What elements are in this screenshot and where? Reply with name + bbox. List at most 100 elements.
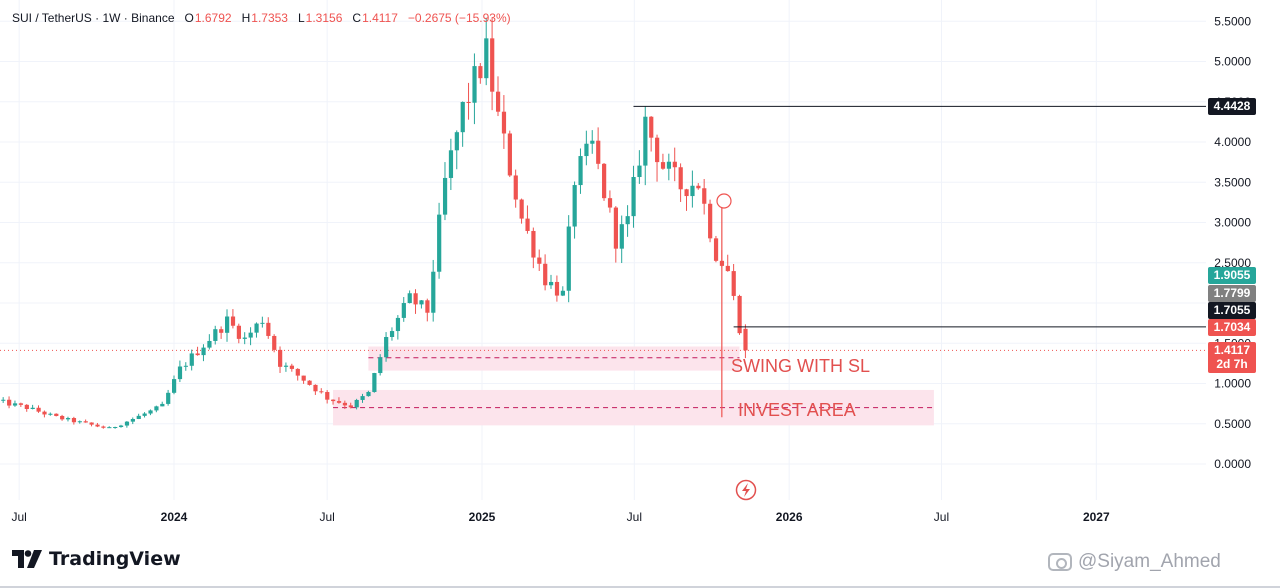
y-tick-label: 5.0000 xyxy=(1214,55,1251,69)
candle-body xyxy=(48,413,53,415)
candle-body xyxy=(401,303,406,318)
candle-body xyxy=(124,421,130,426)
candle-body xyxy=(313,384,318,392)
candle-body xyxy=(419,300,424,305)
price-label-4-4428-bg xyxy=(1208,98,1256,115)
candle-body xyxy=(389,331,395,337)
price-label-1-bg xyxy=(1208,267,1256,284)
candle-body xyxy=(42,411,47,415)
x-tick-label: Jul xyxy=(11,510,26,524)
candle-body xyxy=(466,101,471,103)
candle-body xyxy=(54,413,59,416)
candle-body xyxy=(230,316,236,326)
candle-body xyxy=(278,349,283,367)
candle-body xyxy=(495,91,501,112)
current-price-label: 1.4117 xyxy=(1214,343,1250,357)
candle-body xyxy=(71,418,77,423)
high-label: H xyxy=(241,11,251,25)
candle-body xyxy=(130,419,135,422)
candle-body xyxy=(236,325,241,339)
candle-body xyxy=(295,368,300,376)
candle-body xyxy=(77,421,82,423)
candle-body xyxy=(7,399,12,406)
candle-body xyxy=(360,396,365,400)
candle-body xyxy=(537,257,542,264)
candle-body xyxy=(225,316,230,333)
candle-body xyxy=(407,293,412,304)
candle-body xyxy=(578,156,583,186)
candle-body xyxy=(65,418,71,420)
x-tick-label: 2025 xyxy=(469,510,496,524)
candle-body xyxy=(95,424,100,427)
circle-marker xyxy=(716,193,732,209)
candle-body xyxy=(613,207,619,249)
change-value: −0.2675 (−15.93%) xyxy=(407,11,511,25)
close-value: 1.4117 xyxy=(362,11,398,25)
price-label-2: 1.7799 xyxy=(1214,286,1251,300)
price-label-3: 1.7055 xyxy=(1214,303,1251,317)
brand-name: TradingView xyxy=(49,548,181,570)
candle-body xyxy=(525,218,530,231)
x-tick-label: Jul xyxy=(934,510,949,524)
candle-body xyxy=(560,290,565,296)
candle-body xyxy=(366,391,371,397)
y-tick-label: 5.5000 xyxy=(1214,14,1251,28)
candle-body xyxy=(684,189,689,197)
candle-body xyxy=(713,238,719,261)
candle-body xyxy=(566,226,571,291)
candle-body xyxy=(319,391,324,393)
price-label-4-bg xyxy=(1208,319,1256,336)
candle-body xyxy=(342,402,348,406)
candle-body xyxy=(301,375,306,381)
candle-body xyxy=(484,38,489,79)
candle-body xyxy=(136,415,141,420)
zone-label: INVEST AREA xyxy=(738,400,856,420)
x-tick-label: Jul xyxy=(319,510,334,524)
candle-body xyxy=(213,329,218,341)
candle-body xyxy=(631,177,636,217)
candle-body xyxy=(690,185,695,197)
symbol-header: SUI / TetherUS · 1W · Binance O1.6792 H1… xyxy=(12,11,511,25)
candle-body xyxy=(660,162,666,169)
candle-body xyxy=(596,140,601,164)
candle-body xyxy=(289,365,295,369)
candle-body xyxy=(460,101,465,133)
candle-body xyxy=(425,300,430,313)
candle-body xyxy=(189,353,194,366)
price-label-1: 1.9055 xyxy=(1214,268,1251,282)
candle-body xyxy=(201,347,206,356)
y-tick-label: 3.0000 xyxy=(1214,216,1251,230)
candle-body xyxy=(490,38,495,92)
candle-body xyxy=(725,265,730,272)
candle-body xyxy=(154,406,159,411)
bottom-border xyxy=(0,586,1280,588)
candle-body xyxy=(501,111,507,134)
candle-body xyxy=(607,198,613,208)
tradingview-logo[interactable]: TradingView xyxy=(12,548,181,570)
candle-body xyxy=(260,322,265,324)
candle-body xyxy=(60,415,65,420)
current-price-label-bg xyxy=(1208,342,1256,373)
candle-body xyxy=(743,328,748,351)
candle-body xyxy=(107,427,112,429)
candle-body xyxy=(549,281,554,286)
candle-body xyxy=(183,365,188,367)
candle-body xyxy=(543,263,548,286)
candle-body xyxy=(195,353,200,356)
candle-body xyxy=(372,373,377,392)
candle-body xyxy=(325,392,330,400)
camera-icon xyxy=(1048,553,1072,571)
candle-body xyxy=(731,271,736,296)
candle-body xyxy=(89,422,94,425)
price-label-4-4428: 4.4428 xyxy=(1214,99,1251,113)
price-label-3-bg xyxy=(1208,302,1256,319)
candle-body xyxy=(625,216,630,225)
candle-body xyxy=(702,188,707,204)
candle-body xyxy=(384,336,389,358)
x-tick-label: 2026 xyxy=(776,510,803,524)
candle-body xyxy=(448,150,454,178)
x-tick-label: 2024 xyxy=(161,510,188,524)
price-label-4: 1.7034 xyxy=(1214,320,1251,334)
candle-body xyxy=(18,403,24,405)
